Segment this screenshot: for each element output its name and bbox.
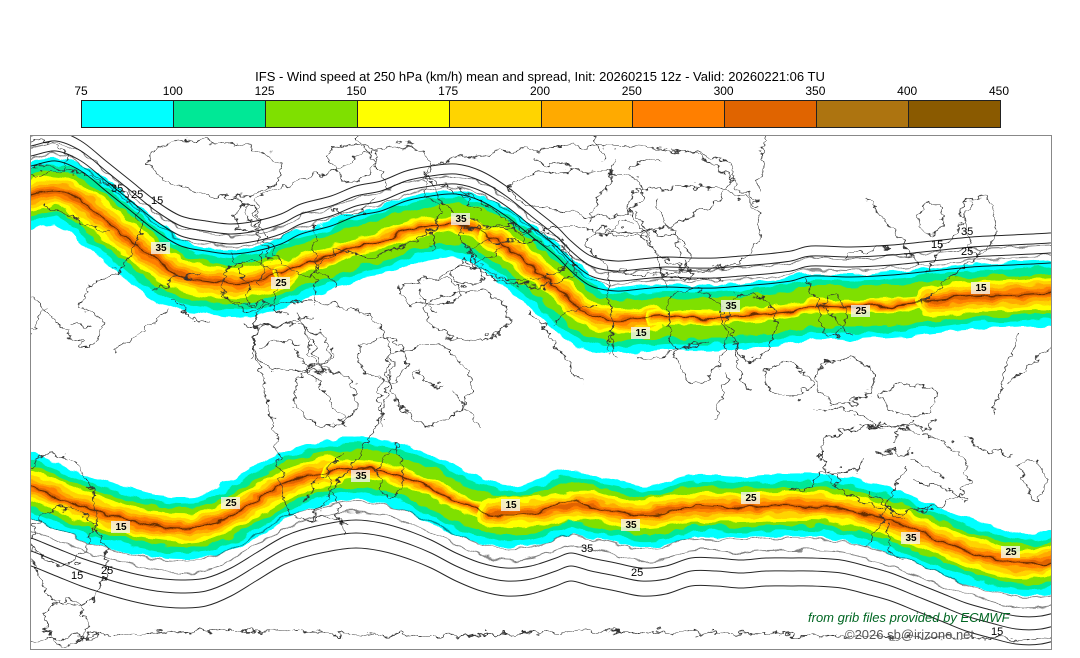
svg-text:35: 35 [581,543,593,555]
svg-text:15: 15 [71,570,83,582]
svg-text:25: 25 [225,498,237,509]
svg-text:35: 35 [155,243,167,254]
svg-text:25: 25 [631,567,643,579]
svg-text:35: 35 [111,183,123,195]
svg-text:25: 25 [275,278,287,289]
svg-text:35: 35 [725,301,737,312]
svg-text:15: 15 [991,626,1003,638]
svg-text:15: 15 [635,328,647,339]
svg-text:25: 25 [961,246,973,258]
svg-text:15: 15 [505,500,517,511]
svg-text:25: 25 [745,493,757,504]
svg-text:35: 35 [455,214,467,225]
svg-text:35: 35 [355,471,367,482]
svg-text:35: 35 [961,226,973,238]
svg-text:25: 25 [855,306,867,317]
svg-text:35: 35 [625,520,637,531]
svg-text:25: 25 [1005,547,1017,558]
svg-text:35: 35 [905,533,917,544]
svg-text:25: 25 [131,189,143,201]
svg-text:15: 15 [115,522,127,533]
svg-text:15: 15 [975,283,987,294]
